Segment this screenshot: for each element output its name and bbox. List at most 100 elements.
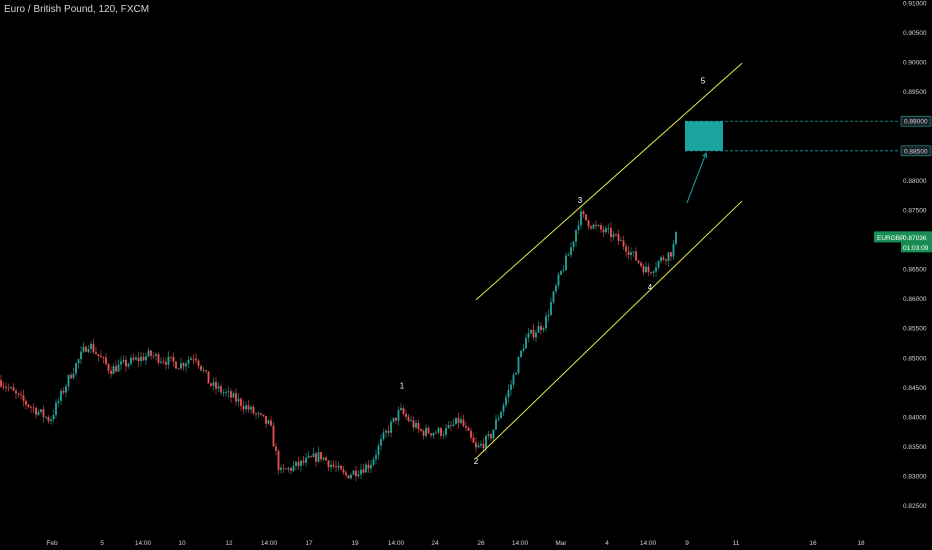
price-tick-label: 0.84500: [903, 385, 927, 392]
price-axis[interactable]: 0.82500 0.83000 0.83500 0.84000 0.84500 0.850…: [903, 0, 927, 510]
candle-body: [300, 460, 302, 466]
candle-body: [200, 365, 202, 371]
time-axis[interactable]: Feb 5 14:00 10 12 14:00 17 19 14:00 24 26 14:00 Mar 4…: [46, 540, 865, 547]
price-tick-label: 0.87500: [903, 207, 927, 214]
candle-body: [22, 395, 25, 401]
target-zone-box[interactable]: [685, 121, 723, 151]
wave-label-1[interactable]: 1: [400, 382, 405, 391]
time-tick-label: 18: [857, 540, 865, 547]
candle-body: [110, 370, 112, 375]
candle-body: [580, 211, 582, 226]
candle-body: [532, 329, 535, 338]
candle-body: [240, 398, 242, 407]
candle-body: [315, 453, 317, 462]
candle-body: [457, 417, 460, 424]
candle-body: [527, 333, 530, 338]
candle-body: [590, 226, 592, 229]
candle-body: [642, 265, 645, 273]
candle-body: [162, 361, 165, 363]
candle-body: [217, 386, 220, 389]
candle-body: [552, 291, 555, 303]
candle-body: [397, 410, 400, 421]
projection-arrow[interactable]: [686, 152, 707, 204]
candle-body: [440, 428, 442, 436]
candle-body: [422, 430, 425, 436]
candle-body: [495, 419, 497, 430]
candle-body: [50, 419, 52, 422]
candle-body: [455, 417, 457, 425]
candle-body: [215, 381, 217, 389]
svg-text:0.89000: 0.89000: [904, 119, 928, 126]
candle-body: [230, 391, 232, 398]
candle-body: [337, 465, 340, 468]
candle-body: [617, 234, 620, 241]
candle-body: [400, 408, 402, 411]
candle-body: [377, 445, 380, 456]
time-tick-label: 17: [305, 540, 313, 547]
candle-body: [595, 224, 597, 226]
time-tick-label: 26: [477, 540, 485, 547]
candle-body: [560, 270, 562, 275]
candle-body: [195, 358, 197, 361]
candle-body: [232, 393, 235, 398]
candle-body: [387, 430, 390, 433]
wave-label-4[interactable]: 4: [648, 283, 653, 292]
candle-body: [47, 416, 50, 422]
candle-body: [177, 368, 180, 370]
candle-body: [592, 224, 595, 229]
candle-body: [587, 220, 590, 227]
candle-body: [317, 452, 320, 462]
channel-lower-line[interactable]: [475, 200, 743, 459]
time-tick-label: 14:00: [135, 540, 152, 547]
candle-body: [52, 414, 55, 420]
candle-body: [35, 407, 37, 415]
candle-body: [82, 346, 85, 352]
candle-body: [507, 389, 510, 398]
candle-body: [512, 374, 515, 385]
candle-body: [262, 414, 265, 417]
candle-body: [367, 464, 370, 469]
candle-body: [12, 387, 15, 391]
candle-body: [615, 234, 617, 235]
candle-body: [577, 225, 580, 231]
candle-body: [20, 394, 22, 396]
wave-label-5[interactable]: 5: [701, 76, 706, 85]
candle-body: [480, 443, 482, 446]
candle-body: [220, 386, 222, 393]
candle-body: [57, 400, 60, 403]
candle-body: [197, 360, 200, 366]
candle-body: [247, 405, 250, 410]
price-tick-label: 0.91000: [903, 0, 927, 7]
candle-body: [150, 350, 152, 356]
price-tick-label: 0.85500: [903, 326, 927, 333]
candle-body: [345, 472, 347, 476]
candle-body: [310, 456, 312, 458]
candle-body: [120, 361, 122, 365]
candle-body: [90, 344, 92, 349]
candle-body: [582, 211, 585, 215]
candle-body: [500, 411, 502, 419]
candle-body: [472, 437, 475, 443]
candle-body: [467, 427, 470, 431]
wave-label-3[interactable]: 3: [578, 196, 583, 205]
candle-body: [75, 363, 77, 374]
candle-body: [2, 386, 5, 388]
candle-body: [602, 229, 605, 233]
wave-label-2[interactable]: 2: [474, 457, 479, 466]
candle-body: [7, 387, 10, 389]
candle-body: [267, 420, 270, 424]
channel-upper-line[interactable]: [475, 62, 743, 301]
candle-body: [175, 361, 177, 369]
candle-body: [17, 393, 20, 395]
candle-body: [167, 356, 170, 365]
candle-body: [250, 406, 252, 410]
candle-body: [585, 214, 587, 221]
candle-body: [147, 350, 150, 357]
candle-body: [305, 457, 307, 463]
candle-body: [255, 413, 257, 415]
candle-body: [45, 416, 47, 418]
countdown-badge: [901, 242, 932, 253]
candle-body: [665, 259, 667, 262]
candle-body: [550, 302, 552, 315]
